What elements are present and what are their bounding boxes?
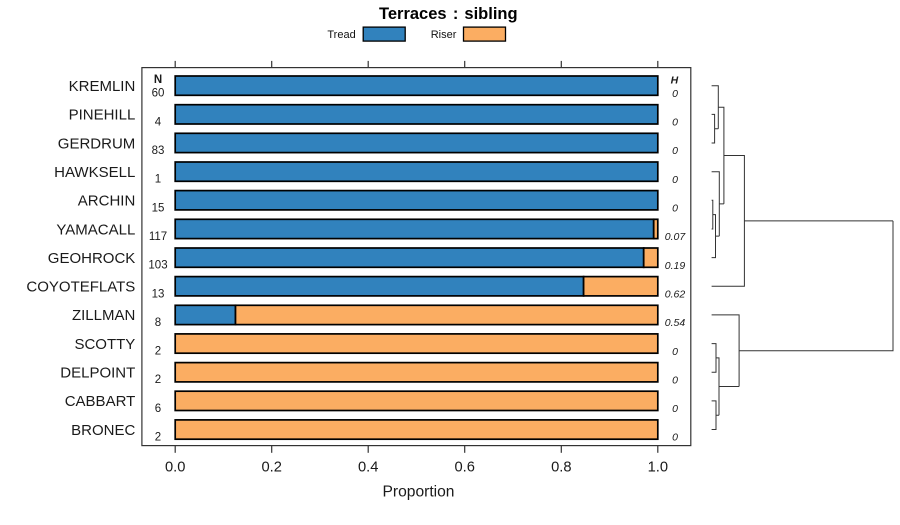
svg-text:2: 2 xyxy=(155,374,161,386)
svg-text:GERDRUM: GERDRUM xyxy=(58,135,136,152)
svg-text:BRONEC: BRONEC xyxy=(71,422,135,439)
svg-text:4: 4 xyxy=(155,116,162,128)
svg-text:0.4: 0.4 xyxy=(358,460,378,476)
svg-text:2: 2 xyxy=(155,346,161,358)
svg-text:0: 0 xyxy=(672,145,678,157)
svg-text:0.19: 0.19 xyxy=(665,260,686,272)
svg-text:Terraces:sibling: Terraces: sibling xyxy=(379,5,518,23)
svg-text:0: 0 xyxy=(672,88,678,100)
svg-text:0: 0 xyxy=(672,346,678,358)
svg-text:103: 103 xyxy=(148,260,167,272)
svg-text:Riser: Riser xyxy=(431,29,457,41)
svg-text:Tread: Tread xyxy=(327,29,355,41)
svg-text:0: 0 xyxy=(672,374,678,386)
svg-text:1.0: 1.0 xyxy=(648,460,668,476)
svg-text:117: 117 xyxy=(149,231,167,243)
svg-text:0.0: 0.0 xyxy=(165,460,185,476)
svg-text:Proportion: Proportion xyxy=(383,483,455,500)
svg-text:0: 0 xyxy=(672,403,678,415)
svg-text:13: 13 xyxy=(152,288,165,300)
svg-text:ARCHIN: ARCHIN xyxy=(78,193,136,210)
svg-text:1: 1 xyxy=(155,174,161,186)
svg-text:KREMLIN: KREMLIN xyxy=(69,78,136,95)
svg-text:6: 6 xyxy=(155,403,161,415)
svg-text:0.07: 0.07 xyxy=(665,231,687,243)
svg-text:COYOTEFLATS: COYOTEFLATS xyxy=(26,279,135,296)
svg-text:0.8: 0.8 xyxy=(551,460,571,476)
svg-text:CABBART: CABBART xyxy=(65,393,136,410)
svg-text:0: 0 xyxy=(672,203,678,215)
svg-text:2: 2 xyxy=(155,432,161,444)
svg-text:0: 0 xyxy=(672,174,678,186)
svg-text:0: 0 xyxy=(672,117,678,129)
svg-text:N: N xyxy=(154,74,162,86)
svg-text:DELPOINT: DELPOINT xyxy=(60,365,135,382)
svg-text:15: 15 xyxy=(152,202,165,214)
svg-text:GEOHROCK: GEOHROCK xyxy=(48,250,136,267)
svg-text:0.62: 0.62 xyxy=(665,289,686,301)
svg-text:8: 8 xyxy=(155,317,161,329)
svg-text:PINEHILL: PINEHILL xyxy=(69,107,136,124)
svg-text:0.54: 0.54 xyxy=(665,317,686,329)
svg-text:60: 60 xyxy=(152,88,165,100)
svg-text:SCOTTY: SCOTTY xyxy=(74,336,135,353)
svg-text:HAWKSELL: HAWKSELL xyxy=(54,164,135,181)
svg-text:0: 0 xyxy=(672,432,678,444)
svg-text:83: 83 xyxy=(152,145,165,157)
svg-text:ZILLMAN: ZILLMAN xyxy=(72,307,135,324)
svg-text:0.6: 0.6 xyxy=(454,460,474,476)
svg-text:H: H xyxy=(671,74,679,86)
svg-text:YAMACALL: YAMACALL xyxy=(56,221,135,238)
svg-text:0.2: 0.2 xyxy=(261,460,281,476)
